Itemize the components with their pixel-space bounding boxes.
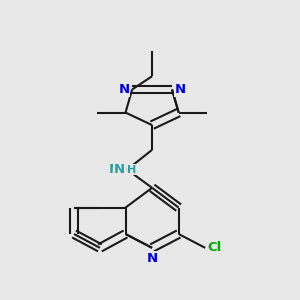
Text: H: H xyxy=(113,163,124,176)
Text: N: N xyxy=(118,83,130,96)
Text: H: H xyxy=(127,165,136,175)
Text: N: N xyxy=(146,252,158,265)
Text: N: N xyxy=(175,83,186,96)
Text: N: N xyxy=(113,163,124,176)
Text: Cl: Cl xyxy=(207,242,221,254)
Text: N: N xyxy=(109,163,120,176)
